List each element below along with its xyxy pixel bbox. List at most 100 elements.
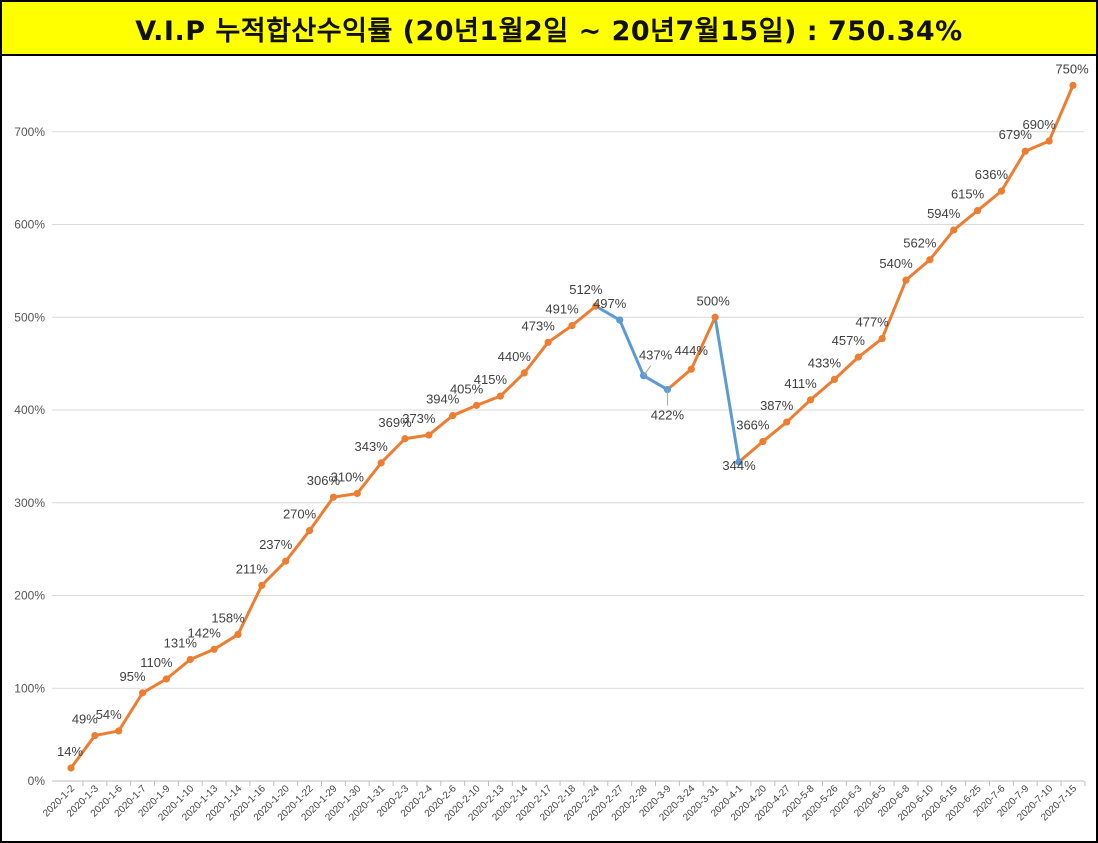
data-label: 562% [903, 236, 937, 251]
series-line-segment [93, 729, 121, 738]
series-line-segment [308, 495, 335, 533]
data-point [329, 493, 338, 501]
series-line-segment [355, 461, 383, 495]
data-point [210, 645, 218, 653]
y-tick-label: 300% [14, 496, 45, 510]
data-point [282, 557, 290, 565]
y-tick-label: 0% [28, 774, 46, 788]
data-label: 211% [236, 561, 269, 576]
data-point [472, 401, 481, 409]
data-point [902, 276, 910, 284]
series-line-segment [236, 583, 264, 636]
data-label: 110% [140, 655, 173, 670]
data-label: 54% [96, 707, 122, 722]
data-label: 491% [545, 302, 579, 317]
series-line-segment [69, 734, 97, 770]
data-label: 594% [927, 206, 961, 221]
data-label: 95% [120, 669, 146, 684]
data-label: 142% [188, 625, 222, 640]
data-label: 131% [164, 635, 198, 650]
series-line-segment [642, 374, 669, 392]
series-line-segment [331, 491, 359, 499]
data-label: 343% [355, 439, 389, 454]
data-label: 344% [722, 458, 756, 473]
data-point [783, 418, 791, 426]
data-label: 237% [259, 537, 293, 552]
series-line-segment [403, 433, 431, 441]
data-point [353, 489, 361, 498]
data-point [544, 338, 552, 346]
data-label: 615% [951, 187, 985, 202]
data-label: 366% [736, 418, 770, 433]
series-line-segment [546, 324, 574, 344]
data-label: 394% [426, 392, 460, 407]
series-line-segment [379, 437, 407, 465]
data-point [950, 226, 958, 234]
data-point [592, 302, 600, 310]
series-line-segment [880, 278, 908, 341]
series-line-segment [570, 304, 598, 328]
series-line-segment [1047, 83, 1075, 143]
data-label: 433% [808, 355, 842, 370]
y-tick-label: 600% [14, 218, 45, 232]
y-tick-label: 700% [14, 125, 45, 139]
data-label: 473% [522, 318, 556, 333]
series-line-segment [188, 647, 216, 661]
series-line-segment [284, 529, 312, 563]
series-line-segment [594, 304, 622, 322]
data-label: 444% [675, 343, 709, 358]
data-point [711, 313, 719, 321]
data-label: 440% [498, 349, 532, 364]
series-line-segment [141, 677, 168, 695]
series-line-segment [618, 318, 646, 378]
series-line-segment [952, 209, 980, 232]
data-point [830, 375, 839, 383]
data-point [449, 411, 457, 420]
data-point [854, 353, 862, 361]
data-label: 457% [832, 333, 866, 348]
series-line-segment [761, 420, 789, 444]
label-leader-line [643, 365, 652, 376]
series-line-segment [785, 398, 813, 424]
series-line-segment [689, 315, 717, 371]
series-line-segment [856, 337, 884, 359]
data-point [1045, 137, 1053, 145]
y-tick-label: 500% [14, 310, 45, 324]
data-point [616, 316, 624, 324]
series-line-segment [976, 189, 1003, 213]
data-point [806, 396, 815, 404]
data-label: 690% [1023, 117, 1057, 132]
data-label: 540% [879, 256, 913, 271]
data-point [1069, 81, 1077, 89]
data-point [520, 369, 528, 377]
data-point [258, 581, 266, 589]
data-point [305, 526, 314, 535]
series-line-segment [451, 403, 479, 418]
data-label: 369% [378, 415, 412, 430]
y-tick-label: 200% [14, 589, 45, 603]
data-point [496, 392, 505, 400]
data-point [735, 458, 743, 466]
data-point [926, 256, 934, 264]
data-point [425, 431, 433, 439]
data-label: 500% [697, 293, 731, 308]
chart-title: V.I.P 누적합산수익률 (20년1월2일 ~ 20년7월15일) : 750… [2, 2, 1096, 56]
series-line-segment [522, 340, 550, 375]
data-point [115, 727, 123, 735]
data-point [401, 435, 409, 443]
data-label: 679% [999, 127, 1033, 142]
data-label: 405% [450, 381, 484, 396]
data-label: 636% [975, 167, 1009, 182]
y-tick-label: 100% [14, 681, 45, 695]
data-point [138, 689, 147, 697]
series-line-segment [427, 414, 455, 437]
y-tick-label: 400% [14, 403, 45, 417]
data-label: 49% [72, 712, 98, 727]
series-line-segment [164, 657, 192, 681]
series-line-segment [498, 371, 526, 398]
series-line-segment [117, 691, 145, 733]
series-line-segment [713, 315, 741, 464]
data-label: 750% [1055, 61, 1089, 76]
